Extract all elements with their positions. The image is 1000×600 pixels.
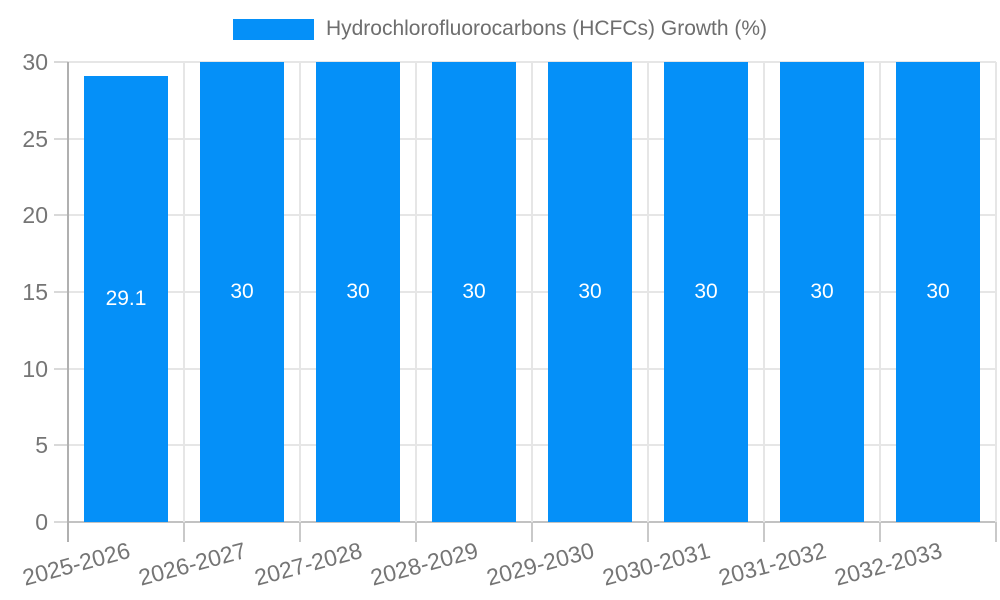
- bar[interactable]: [200, 62, 284, 522]
- x-gridline: [763, 62, 765, 522]
- chart-legend[interactable]: Hydrochlorofluorocarbons (HCFCs) Growth …: [0, 17, 1000, 41]
- y-axis-label: 15: [22, 279, 48, 305]
- bar[interactable]: [84, 75, 168, 522]
- x-gridline: [879, 62, 881, 522]
- x-axis-tick: [763, 522, 765, 542]
- x-axis-label: 2026-2027: [135, 537, 249, 591]
- bar-value-label: 30: [230, 280, 254, 303]
- x-axis-tick: [531, 522, 533, 542]
- y-axis-tick: [54, 61, 68, 63]
- y-axis-line: [67, 62, 69, 542]
- x-axis-tick: [647, 522, 649, 542]
- legend-label: Hydrochlorofluorocarbons (HCFCs) Growth …: [325, 17, 768, 40]
- bar[interactable]: [548, 62, 632, 522]
- y-axis-label: 5: [35, 432, 48, 459]
- x-axis-label: 2029-2030: [483, 537, 597, 591]
- bar-value-label: 30: [810, 280, 834, 303]
- y-axis-label: 20: [22, 202, 48, 229]
- y-axis-tick: [54, 137, 68, 140]
- bar-value-label: 30: [462, 280, 486, 303]
- bar[interactable]: [780, 62, 864, 522]
- bar[interactable]: [664, 62, 748, 522]
- bar-value-label: 30: [578, 280, 602, 303]
- x-axis-label: 2025-2026: [19, 537, 133, 591]
- y-axis-tick: [54, 214, 68, 217]
- y-axis-tick: [54, 444, 68, 447]
- x-axis-label: 2032-2033: [831, 537, 945, 591]
- x-axis-tick: [995, 522, 997, 542]
- bar[interactable]: [316, 62, 400, 522]
- x-gridline: [415, 62, 417, 522]
- x-gridline: [995, 62, 997, 522]
- legend-swatch: [232, 18, 314, 40]
- bar-value-label: 30: [346, 280, 370, 303]
- x-axis-label: 2031-2032: [715, 537, 829, 591]
- x-gridline: [183, 62, 185, 522]
- y-axis-tick: [54, 291, 68, 293]
- x-gridline: [299, 62, 301, 522]
- y-axis-label: 10: [22, 355, 48, 382]
- x-axis-tick: [183, 522, 185, 542]
- x-axis-label: 2028-2029: [367, 537, 481, 591]
- y-axis-label: 25: [22, 125, 48, 152]
- x-gridline: [647, 62, 649, 522]
- bar[interactable]: [432, 62, 516, 522]
- y-axis-label: 30: [22, 49, 48, 75]
- bar-value-label: 29.1: [105, 286, 147, 310]
- bar[interactable]: [896, 62, 980, 522]
- y-axis-label: 0: [35, 509, 48, 535]
- x-gridline: [531, 62, 533, 522]
- bar-value-label: 30: [926, 280, 950, 303]
- x-axis-tick: [299, 522, 301, 542]
- x-axis-tick: [879, 522, 881, 542]
- bar-value-label: 30: [694, 280, 718, 303]
- x-axis-label: 2030-2031: [599, 537, 713, 591]
- y-axis-tick: [54, 521, 68, 523]
- x-axis-label: 2027-2028: [251, 537, 365, 591]
- x-axis-tick: [415, 522, 417, 542]
- y-axis-tick: [54, 367, 68, 370]
